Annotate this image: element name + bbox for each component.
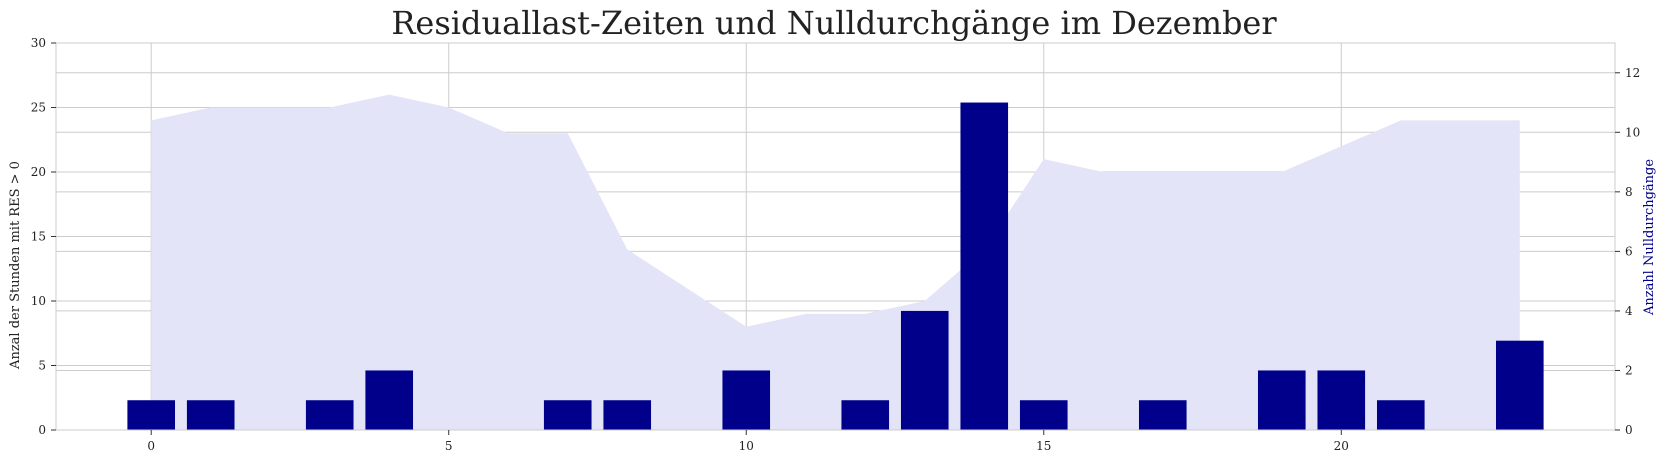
y-tick-label-right: 8	[1625, 185, 1633, 199]
y-tick-label-right: 4	[1625, 304, 1633, 318]
x-tick-label: 5	[445, 439, 453, 453]
y-tick-label-left: 20	[31, 165, 46, 179]
zero-crossing-bar	[365, 370, 414, 430]
y-axis-label-left: Anzal der Stunden mit RES > 0	[8, 161, 23, 370]
zero-crossing-bar	[127, 400, 176, 430]
y-tick-label-left: 5	[38, 359, 46, 373]
chart-title: Residuallast-Zeiten und Nulldurchgänge i…	[391, 4, 1277, 42]
zero-crossing-bar	[186, 400, 235, 430]
zero-crossing-bar	[1138, 400, 1187, 430]
zero-crossing-bar	[1317, 370, 1366, 430]
y-tick-label-right: 2	[1625, 363, 1633, 377]
y-tick-label-left: 15	[31, 230, 46, 244]
zero-crossing-bar	[1257, 370, 1306, 430]
zero-crossing-bar	[1376, 400, 1425, 430]
y-tick-label-right: 12	[1625, 66, 1640, 80]
zero-crossing-bar	[603, 400, 652, 430]
y-tick-label-right: 6	[1625, 244, 1633, 258]
zero-crossing-bar	[900, 310, 949, 430]
y-tick-label-left: 10	[31, 294, 46, 308]
y-tick-label-left: 25	[31, 101, 46, 115]
y-tick-label-right: 0	[1625, 423, 1633, 437]
x-tick-label: 20	[1334, 439, 1349, 453]
x-tick-label: 0	[147, 439, 155, 453]
zero-crossing-bar	[841, 400, 890, 430]
x-tick-label: 10	[739, 439, 754, 453]
y-tick-label-right: 10	[1625, 125, 1640, 139]
zero-crossing-bar	[722, 370, 771, 430]
y-tick-label-left: 30	[31, 36, 46, 50]
y-axis-label-right: Anzahl Nulldurchgänge	[1642, 159, 1657, 316]
zero-crossing-bar	[960, 102, 1009, 431]
zero-crossing-bar	[305, 400, 354, 430]
x-tick-label: 15	[1036, 439, 1051, 453]
y-tick-label-left: 0	[38, 423, 46, 437]
zero-crossing-bar	[1019, 400, 1068, 430]
zero-crossing-bar	[543, 400, 592, 430]
residual-hours-area	[151, 94, 1520, 430]
zero-crossing-bar	[1495, 340, 1544, 430]
